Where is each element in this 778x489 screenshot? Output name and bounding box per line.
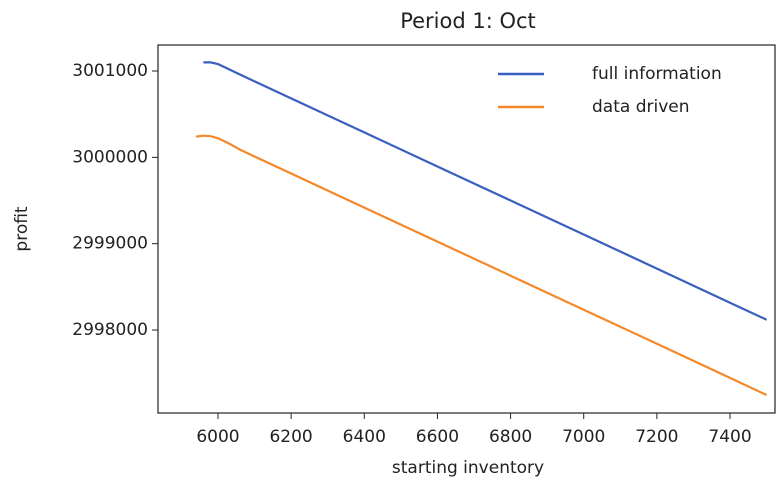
x-tick-label: 7400 (708, 427, 751, 447)
y-axis-label: profit (12, 206, 32, 252)
series-line (195, 134, 768, 396)
x-tick-label: 7000 (562, 427, 605, 447)
y-tick-label: 2999000 (72, 234, 148, 254)
legend-label: full information (592, 64, 722, 84)
y-tick-label: 3001000 (72, 61, 148, 81)
series-line (203, 61, 768, 321)
chart-title: Period 1: Oct (400, 9, 536, 33)
x-tick-label: 6800 (489, 427, 532, 447)
x-tick-label: 7200 (635, 427, 678, 447)
y-tick-label: 3000000 (72, 147, 148, 167)
y-tick-label: 2998000 (72, 320, 148, 340)
x-tick-label: 6000 (196, 427, 239, 447)
x-tick-label: 6200 (269, 427, 312, 447)
plot-frame (157, 44, 776, 414)
x-tick-label: 6600 (416, 427, 459, 447)
x-tick-label: 6400 (343, 427, 386, 447)
legend-label: data driven (592, 97, 690, 117)
x-axis-label: starting inventory (392, 458, 544, 478)
